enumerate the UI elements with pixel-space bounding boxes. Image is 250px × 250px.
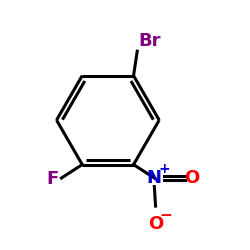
Text: +: + [159, 162, 170, 176]
Text: −: − [160, 208, 172, 224]
Text: N: N [147, 169, 162, 187]
Text: O: O [184, 169, 200, 187]
Text: Br: Br [138, 32, 161, 50]
Text: O: O [148, 215, 163, 233]
Text: F: F [47, 170, 59, 188]
